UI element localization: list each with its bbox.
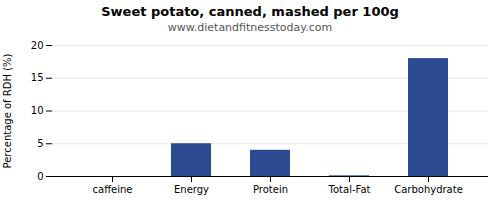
html-text:Sweet potato, canned, mashed p: Sweet potato, canned, mashed per 100g: [101, 4, 399, 19]
svg-text:10: 10: [31, 105, 44, 116]
svg-text:Protein: Protein: [253, 184, 288, 195]
svg-text:Percentage of RDH (%): Percentage of RDH (%): [2, 53, 13, 168]
svg-text:5: 5: [37, 138, 43, 149]
svg-text:Carbohydrate: Carbohydrate: [394, 184, 463, 195]
svg-text:Total-Fat: Total-Fat: [328, 184, 371, 195]
svg-text:20: 20: [31, 40, 44, 51]
svg-text:Energy: Energy: [174, 184, 209, 195]
svg-text:0: 0: [37, 171, 43, 182]
svg-text:caffeine: caffeine: [93, 184, 133, 195]
svg-text:15: 15: [31, 72, 44, 83]
html-text:www.dietandfitnesstoday.com: www.dietandfitnesstoday.com: [167, 21, 333, 34]
